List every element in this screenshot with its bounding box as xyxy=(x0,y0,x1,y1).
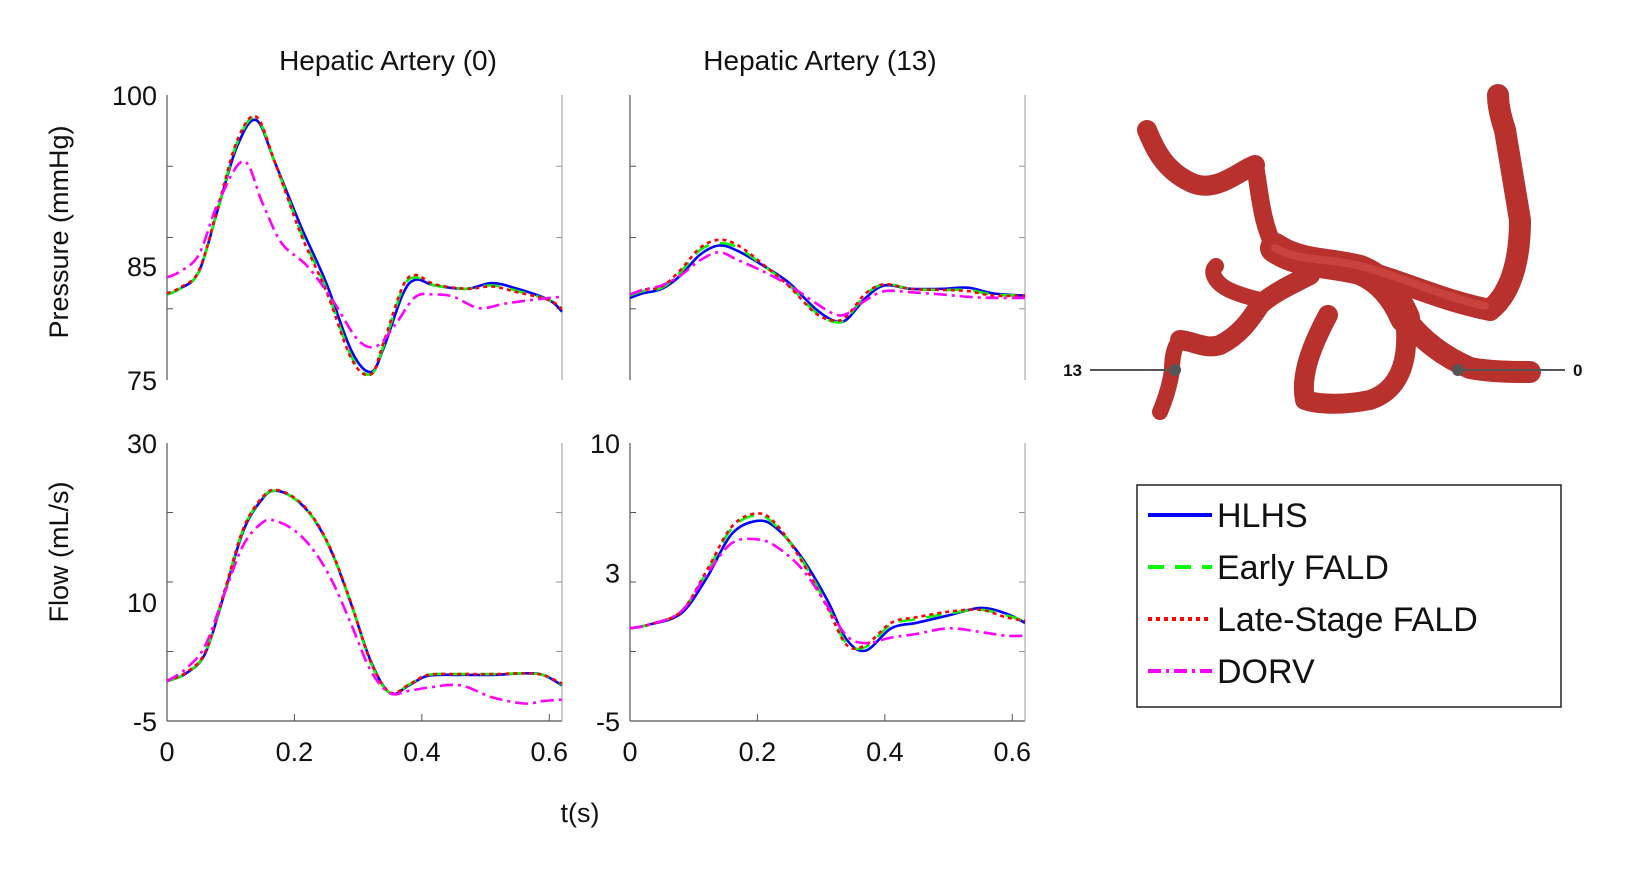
vessel-branch-left-long xyxy=(1152,332,1188,420)
marker-label-13: 13 xyxy=(1063,361,1082,380)
x-axis-label-time: t(s) xyxy=(561,798,600,828)
legend-label-early-fald: Early FALD xyxy=(1217,549,1389,587)
x-tick-label: 0.2 xyxy=(739,737,777,767)
vessel-branch-right-tall xyxy=(1349,84,1531,321)
series-line-hlhs-flow-ha13 xyxy=(629,519,1026,653)
chart-legend: HLHS Early FALD Late-Stage FALD DORV xyxy=(1136,484,1562,708)
series-line-dorv-flow-ha13 xyxy=(629,537,1026,645)
x-tick-label: 0.4 xyxy=(866,737,904,767)
vessel-branch-left-stub xyxy=(1205,258,1268,308)
marker-label-0: 0 xyxy=(1573,361,1582,380)
y-tick-label: -5 xyxy=(133,707,157,737)
series-line-hlhs-pressure-ha0 xyxy=(166,118,563,374)
y-tick-label: -5 xyxy=(596,707,620,737)
series-line-hlhs-pressure-ha13 xyxy=(629,244,1026,324)
series-line-dorv-flow-ha0 xyxy=(166,518,563,705)
legend-label-late-stage-fald: Late-Stage FALD xyxy=(1217,601,1478,639)
y-axis-label-pressure: Pressure (mmHg) xyxy=(44,125,74,338)
series-line-early-fald-pressure-ha0 xyxy=(166,116,563,376)
y-tick-label: 30 xyxy=(127,429,157,459)
y-tick-label: 10 xyxy=(590,429,620,459)
vessel-highlight xyxy=(1271,244,1489,310)
vessel-branch-left-mid xyxy=(1170,265,1320,357)
y-tick-label: 10 xyxy=(127,588,157,618)
series-line-late-stage-fald-pressure-ha13 xyxy=(629,238,1026,323)
x-tick-label: 0 xyxy=(622,737,637,767)
y-tick-label: 3 xyxy=(605,559,620,589)
series-line-dorv-pressure-ha13 xyxy=(629,250,1026,317)
panel-title-hepatic-artery-13: Hepatic Artery (13) xyxy=(703,45,936,76)
series-line-late-stage-fald-pressure-ha0 xyxy=(166,114,563,377)
series-line-early-fald-pressure-ha13 xyxy=(629,241,1026,324)
legend-label-dorv: DORV xyxy=(1217,653,1315,691)
chart-panel-pressure-ha13 xyxy=(629,95,1026,380)
x-tick-label: 0.2 xyxy=(276,737,314,767)
panel-title-hepatic-artery-0: Hepatic Artery (0) xyxy=(279,45,497,76)
x-tick-label: 0 xyxy=(159,737,174,767)
vessel-branch-right-low xyxy=(1394,307,1541,383)
series-line-dorv-pressure-ha0 xyxy=(166,159,563,349)
y-axis-label-flow: Flow (mL/s) xyxy=(44,482,74,623)
x-tick-label: 0.4 xyxy=(403,737,441,767)
legend-label-hlhs: HLHS xyxy=(1217,497,1308,535)
y-tick-label: 75 xyxy=(127,366,157,396)
x-tick-label: 0.6 xyxy=(993,737,1031,767)
marker-dot-13 xyxy=(1169,364,1181,376)
legend-box xyxy=(1136,484,1562,708)
chart-panel-flow-ha0: 30 10 -50 0.2 0.4 0.6 xyxy=(127,429,568,767)
series-line-hlhs-flow-ha0 xyxy=(166,489,563,696)
chart-panel-pressure-ha0: 100 85 75 xyxy=(112,81,563,396)
vessel-branch-lower-loop xyxy=(1293,305,1417,414)
chart-panel-flow-ha13: 10 3 -50 0.2 0.4 0.6 xyxy=(590,429,1031,767)
y-tick-label: 85 xyxy=(127,252,157,282)
marker-dot-0 xyxy=(1452,364,1464,376)
vessel-branch-upper-left xyxy=(1137,120,1265,196)
x-tick-label: 0.6 xyxy=(530,737,568,767)
hepatic-vessel-illustration: 13 0 xyxy=(1063,84,1582,420)
y-tick-label: 100 xyxy=(112,81,157,111)
